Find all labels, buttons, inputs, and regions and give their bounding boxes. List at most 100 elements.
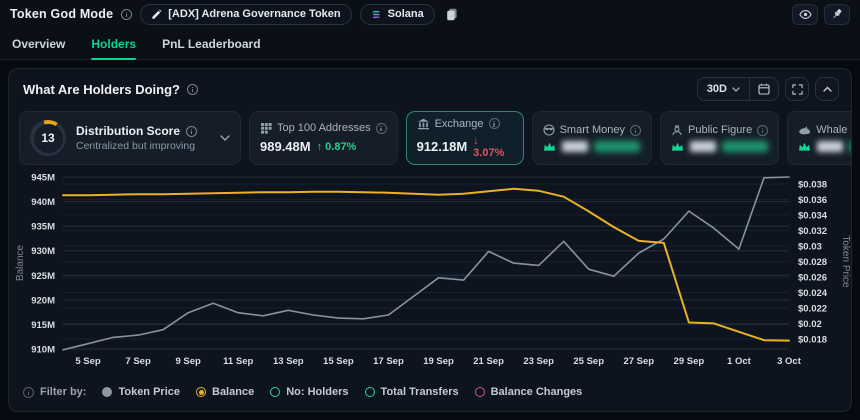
- info-icon[interactable]: [757, 124, 769, 136]
- svg-text:23 Sep: 23 Sep: [523, 356, 554, 367]
- top-100-addresses-card[interactable]: Top 100 Addresses 989.48M ↑ 0.87%: [249, 111, 398, 165]
- info-icon[interactable]: [488, 118, 500, 129]
- watch-button[interactable]: [792, 3, 818, 25]
- card-label: Public Figure: [688, 124, 753, 136]
- tab-bar: Overview Holders PnL Leaderboard: [0, 28, 860, 60]
- info-icon[interactable]: [186, 125, 198, 137]
- calendar-button[interactable]: [750, 78, 778, 100]
- card-value: 912.18M: [416, 139, 468, 154]
- blurred-change: [722, 141, 768, 152]
- blurred-value: [690, 141, 716, 152]
- calendar-icon: [758, 83, 770, 95]
- info-icon[interactable]: [375, 122, 387, 134]
- card-change: ↓ 3.07%: [473, 134, 505, 159]
- svg-text:3 Oct: 3 Oct: [777, 356, 802, 367]
- card-label: Whale: [816, 124, 848, 136]
- info-icon[interactable]: [121, 8, 133, 20]
- svg-text:$0.026: $0.026: [798, 273, 827, 284]
- info-icon[interactable]: [630, 124, 641, 136]
- locked-value: [671, 141, 768, 152]
- svg-text:$0.036: $0.036: [798, 195, 827, 206]
- filter-dot: [364, 387, 375, 397]
- smart-money-card[interactable]: Smart Money: [531, 111, 652, 165]
- pin-icon: [833, 9, 842, 19]
- svg-text:Balance: Balance: [15, 244, 26, 281]
- public-figure-icon: [672, 124, 682, 136]
- crown-icon: [799, 142, 811, 151]
- info-icon[interactable]: [186, 83, 198, 95]
- card-label: Smart Money: [559, 124, 625, 136]
- range-dropdown[interactable]: 30D: [698, 78, 749, 100]
- svg-text:915M: 915M: [31, 320, 55, 331]
- crown-icon: [672, 142, 683, 151]
- fullscreen-button[interactable]: [785, 77, 809, 101]
- token-selector[interactable]: [ADX] Adrena Governance Token: [140, 3, 352, 25]
- info-icon[interactable]: [23, 386, 34, 398]
- svg-text:910M: 910M: [31, 345, 55, 356]
- panel-title: What Are Holders Doing?: [23, 81, 180, 97]
- page-title: Token God Mode: [10, 7, 114, 21]
- addresses-icon: [261, 123, 272, 134]
- token-selector-label: [ADX] Adrena Governance Token: [168, 8, 341, 20]
- svg-text:5 Sep: 5 Sep: [75, 356, 101, 367]
- svg-text:$0.024: $0.024: [798, 288, 828, 299]
- holders-panel: What Are Holders Doing? 30D: [8, 68, 852, 412]
- public-figure-card[interactable]: Public Figure: [660, 111, 780, 165]
- svg-text:19 Sep: 19 Sep: [423, 356, 454, 367]
- filter-dot: [270, 387, 281, 397]
- svg-text:$0.032: $0.032: [798, 226, 827, 237]
- chevron-down-icon[interactable]: [220, 135, 230, 141]
- svg-text:7 Sep: 7 Sep: [125, 356, 151, 367]
- filter-token-price[interactable]: Token Price: [102, 386, 180, 398]
- smart-money-icon: [543, 124, 555, 136]
- panel-header: What Are Holders Doing? 30D: [9, 69, 851, 105]
- svg-text:29 Sep: 29 Sep: [674, 356, 705, 367]
- holders-chart[interactable]: $0.038 $0.036 $0.034 $0.032 $0.03 $0.028 $0.02…: [9, 167, 851, 378]
- filter-balance[interactable]: Balance: [196, 386, 254, 398]
- svg-text:920M: 920M: [31, 295, 55, 306]
- svg-text:925M: 925M: [31, 271, 55, 282]
- svg-text:$0.022: $0.022: [798, 304, 827, 315]
- svg-text:930M: 930M: [31, 246, 55, 257]
- filter-balance-changes[interactable]: Balance Changes: [474, 386, 582, 398]
- svg-text:945M: 945M: [31, 173, 55, 184]
- eye-icon: [798, 9, 812, 19]
- holder-stat-cards: 13 Distribution Score Centralized but im…: [9, 105, 851, 167]
- collapse-button[interactable]: [815, 77, 839, 101]
- chain-selector-label: Solana: [387, 8, 424, 20]
- svg-text:25 Sep: 25 Sep: [573, 356, 604, 367]
- filter-no-holders[interactable]: No: Holders: [270, 386, 349, 398]
- filter-dot: [196, 387, 206, 397]
- filter-dot: [102, 387, 113, 397]
- blurred-value: [817, 141, 844, 152]
- fullscreen-icon: [791, 83, 803, 95]
- filter-total-transfers[interactable]: Total Transfers: [364, 386, 459, 398]
- filter-bar: Filter by: Token Price Balance No: Holde…: [9, 378, 851, 406]
- svg-text:935M: 935M: [31, 222, 55, 233]
- locked-value: [543, 141, 641, 152]
- svg-text:21 Sep: 21 Sep: [473, 356, 504, 367]
- copy-icon: [446, 8, 457, 20]
- pin-button[interactable]: [824, 3, 850, 25]
- svg-text:13 Sep: 13 Sep: [273, 356, 304, 367]
- chain-selector[interactable]: Solana: [359, 3, 435, 25]
- solana-icon: [372, 10, 380, 18]
- whale-card[interactable]: Whale: [787, 111, 851, 165]
- svg-text:17 Sep: 17 Sep: [373, 356, 404, 367]
- distribution-score-label: Distribution Score: [76, 124, 181, 138]
- card-value: 989.48M: [260, 139, 311, 154]
- svg-text:11 Sep: 11 Sep: [223, 356, 253, 367]
- tab-overview[interactable]: Overview: [12, 36, 66, 51]
- distribution-score-value: 13: [41, 131, 55, 145]
- blurred-value: [561, 141, 588, 152]
- svg-text:940M: 940M: [31, 197, 55, 208]
- distribution-score-card[interactable]: 13 Distribution Score Centralized but im…: [19, 111, 241, 165]
- tab-pnl-leaderboard[interactable]: PnL Leaderboard: [162, 36, 261, 51]
- exchange-card[interactable]: Exchange 912.18M ↓ 3.07%: [405, 111, 524, 165]
- locked-value: [798, 141, 851, 152]
- svg-text:$0.02: $0.02: [798, 319, 822, 330]
- svg-text:$0.018: $0.018: [798, 335, 827, 346]
- copy-button[interactable]: [443, 4, 461, 25]
- tab-holders[interactable]: Holders: [91, 28, 136, 60]
